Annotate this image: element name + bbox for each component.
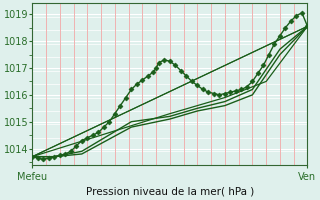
X-axis label: Pression niveau de la mer( hPa ): Pression niveau de la mer( hPa ) — [86, 187, 254, 197]
